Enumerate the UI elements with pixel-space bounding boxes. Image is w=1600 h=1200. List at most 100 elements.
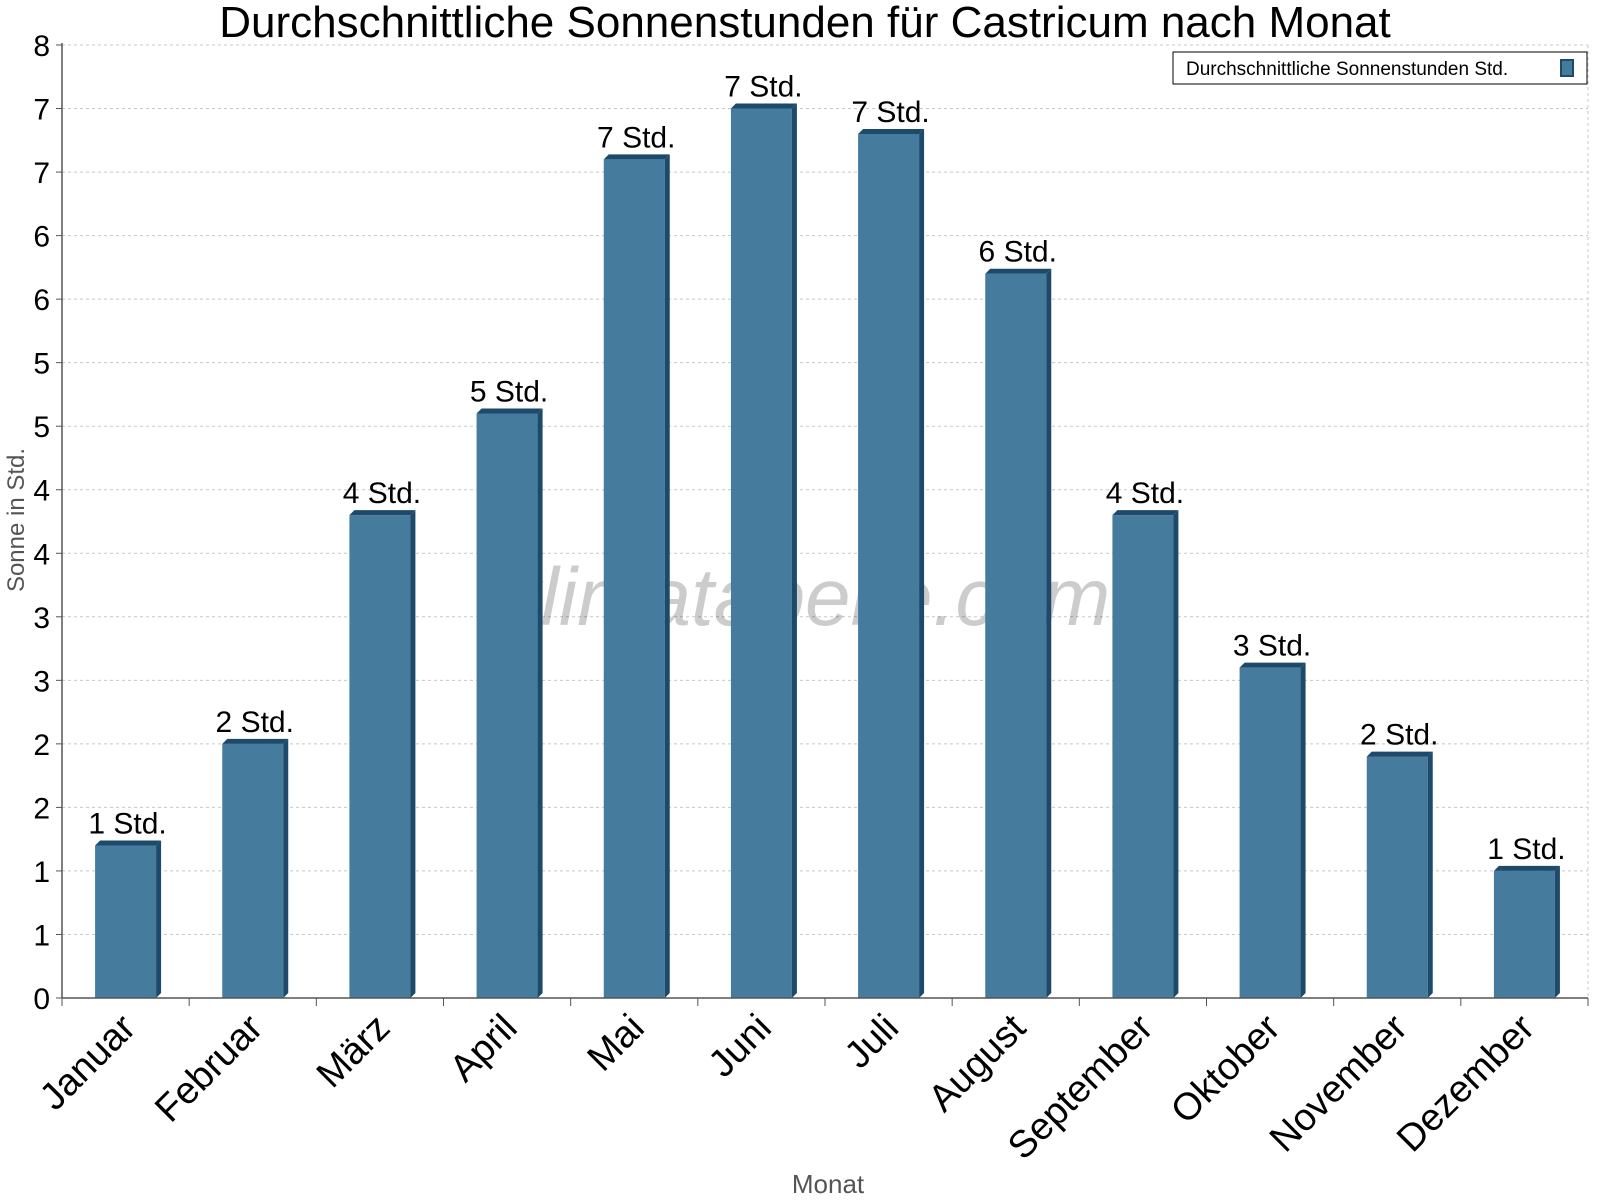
x-tick-label: November <box>1262 1006 1416 1160</box>
x-tick-label: Mai <box>580 1007 653 1080</box>
bar <box>730 103 797 999</box>
bar-top <box>95 840 162 846</box>
data-label: 4 Std. <box>1106 477 1184 510</box>
y-tick-label: 1 <box>33 856 50 889</box>
data-label: 2 Std. <box>1360 719 1438 752</box>
data-label: 4 Std. <box>343 477 421 510</box>
bar-front <box>1239 667 1301 998</box>
data-label: 5 Std. <box>470 375 548 408</box>
bar-top <box>985 268 1052 274</box>
y-axis-title: Sonne in Std. <box>3 448 30 592</box>
bar-front <box>858 133 920 999</box>
bar-side <box>410 510 416 998</box>
bar-front <box>95 845 157 998</box>
y-tick-label: 8 <box>33 30 50 63</box>
y-tick-label: 6 <box>33 284 50 317</box>
y-tick-label: 3 <box>33 602 50 635</box>
bar <box>349 510 416 998</box>
bar-side <box>1173 510 1179 998</box>
bar-side <box>537 408 543 998</box>
bar <box>1239 662 1306 998</box>
x-tick-label: Januar <box>32 1006 144 1118</box>
bar <box>1366 751 1433 998</box>
bar <box>476 408 543 998</box>
bar-side <box>1046 268 1052 999</box>
data-labels: 1 Std. 2 Std. 4 Std. 5 Std. 7 Std. 7 Std. 7 St… <box>88 71 1565 866</box>
grid-lines <box>62 44 1589 998</box>
bar-side <box>919 128 925 999</box>
bar <box>985 268 1052 999</box>
bar <box>1112 510 1179 998</box>
bar-front <box>1112 515 1174 998</box>
y-tick-label: 3 <box>33 665 50 698</box>
y-tick-label: 4 <box>33 475 50 508</box>
x-tick-label: Oktober <box>1163 1006 1289 1132</box>
bar-side <box>156 840 162 998</box>
bar-front <box>1366 756 1428 998</box>
data-label: 7 Std. <box>724 71 802 104</box>
bar-side <box>664 154 670 999</box>
bar <box>1493 865 1560 998</box>
bar-front <box>603 159 665 999</box>
bar-front <box>985 273 1047 999</box>
bar-side <box>1427 751 1433 998</box>
bar-front <box>222 743 284 998</box>
x-axis-title: Monat <box>792 1169 865 1199</box>
bar-side <box>1554 865 1560 998</box>
legend-box <box>1172 51 1588 85</box>
bar-top <box>1239 662 1306 668</box>
bar-top <box>349 510 416 516</box>
bars <box>95 103 1560 999</box>
chart-title: Durchschnittliche Sonnenstunden für Cast… <box>219 0 1391 47</box>
y-tick-label: 6 <box>33 221 50 254</box>
y-tick-label: 1 <box>33 919 50 952</box>
legend-label: Durchschnittliche Sonnenstunden Std. <box>1186 59 1508 80</box>
bar <box>858 128 925 999</box>
bar-front <box>349 515 411 998</box>
data-label: 3 Std. <box>1233 630 1311 663</box>
y-tick-label: 5 <box>33 348 50 381</box>
data-label: 2 Std. <box>216 706 294 739</box>
data-label: 1 Std. <box>88 808 166 841</box>
x-tick-label: März <box>309 1007 398 1096</box>
bar-top <box>1112 510 1179 516</box>
bar-top <box>730 103 797 109</box>
x-tick-label: Dezember <box>1389 1006 1543 1160</box>
y-tick-label: 7 <box>33 94 50 127</box>
y-tick-label: 2 <box>33 729 50 762</box>
bar-front <box>1493 870 1555 998</box>
data-label: 7 Std. <box>851 96 929 129</box>
bar-top <box>476 408 543 414</box>
bar-top <box>1493 865 1560 871</box>
bar-top <box>603 154 670 160</box>
y-tick-labels: 0 1 1 2 2 3 3 4 4 5 5 6 6 7 7 8 <box>33 30 50 1016</box>
y-tick-label: 7 <box>33 157 50 190</box>
data-label: 1 Std. <box>1487 833 1565 866</box>
y-tick-label: 2 <box>33 792 50 825</box>
bar-top <box>1366 751 1433 757</box>
bar-side <box>791 103 797 999</box>
bar-top <box>858 128 925 134</box>
x-tick-label: Februar <box>147 1006 271 1130</box>
bar-front <box>730 108 792 999</box>
bar-side <box>1300 662 1306 998</box>
axes <box>56 43 1589 1006</box>
bar <box>95 840 162 998</box>
legend: Durchschnittliche Sonnenstunden Std. <box>1172 51 1588 85</box>
x-tick-label: Juni <box>701 1007 780 1086</box>
x-tick-label: April <box>442 1007 525 1090</box>
legend-swatch <box>1560 59 1574 77</box>
data-label: 6 Std. <box>979 236 1057 269</box>
bar <box>222 738 289 998</box>
x-tick-labels: Januar Februar März April Mai Juni Juli AugustS… <box>32 1006 1543 1167</box>
bar-front <box>476 413 538 998</box>
x-tick-label: Juli <box>837 1007 907 1077</box>
y-tick-label: 5 <box>33 411 50 444</box>
bar <box>603 154 670 999</box>
data-label: 7 Std. <box>597 121 675 154</box>
y-tick-label: 4 <box>33 538 50 571</box>
y-tick-label: 0 <box>33 983 50 1016</box>
x-tick-label: August <box>921 1006 1035 1120</box>
bar-top <box>222 738 289 744</box>
